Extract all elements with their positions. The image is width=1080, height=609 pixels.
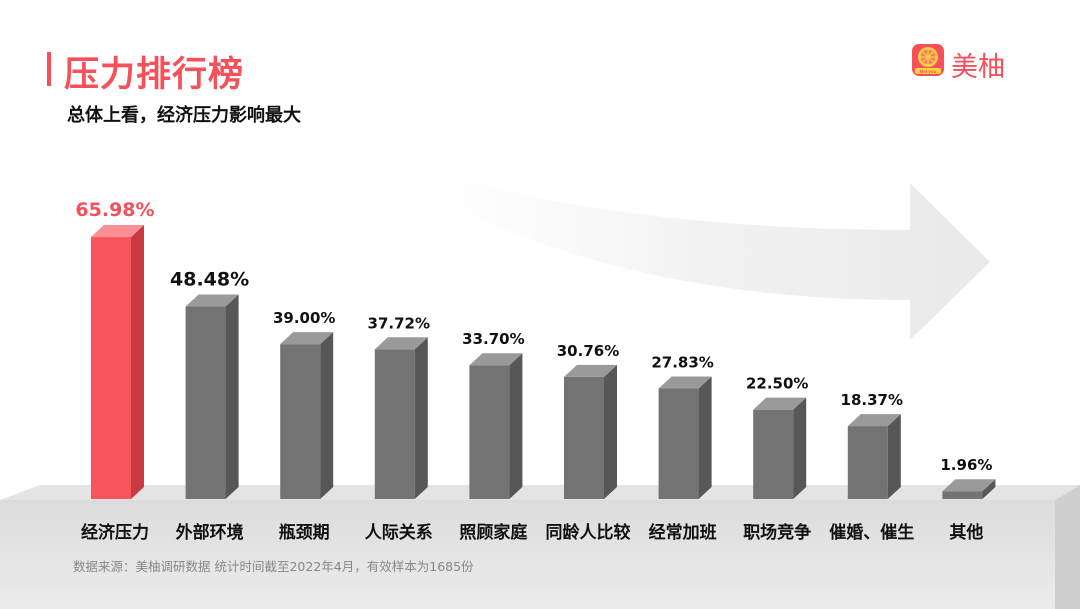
bar-group: 1.96% 其他 — [940, 456, 996, 543]
grapefruit-logo-icon: Mei you — [912, 44, 944, 76]
category-label: 其他 — [949, 522, 983, 543]
category-label: 催婚、催生 — [829, 522, 914, 543]
bar — [185, 306, 226, 499]
bar-value-label: 27.83% — [651, 354, 713, 372]
logo-badge-text: Mei you — [920, 69, 937, 74]
bar-value-label: 39.00% — [273, 309, 335, 327]
bar-side-face — [698, 376, 712, 499]
bar — [469, 365, 510, 499]
category-label: 经常加班 — [649, 522, 717, 543]
bar-top-face — [469, 353, 523, 366]
bar-top-face — [91, 225, 144, 238]
bar-side-face — [509, 353, 523, 499]
bar-group: 27.83% 经常加班 — [649, 354, 717, 543]
bar — [658, 388, 699, 499]
bar-side-face — [414, 337, 428, 499]
bar-top-face — [847, 414, 901, 427]
bar-value-label: 33.70% — [462, 330, 524, 348]
bar-side-face — [793, 397, 807, 499]
bar-group: 30.76% 同龄人比较 — [546, 342, 631, 543]
bar-value-label: 37.72% — [368, 314, 430, 332]
bar-group: 65.98% 经济压力 — [75, 199, 154, 543]
brand-name: 美柚 — [951, 52, 1005, 83]
page-title: 压力排行榜 — [64, 55, 245, 95]
bar — [847, 426, 888, 499]
page-subtitle: 总体上看，经济压力影响最大 — [67, 105, 301, 126]
bar — [564, 376, 604, 499]
data-source-note: 数据来源：美柚调研数据 统计时间截至2022年4月，有效样本为1685份 — [73, 559, 474, 574]
bar-group: 22.50% 职场竞争 — [743, 375, 811, 543]
category-label: 职场竞争 — [743, 522, 811, 543]
bar-top-face — [564, 364, 617, 377]
bar-group: 33.70% 照顾家庭 — [459, 330, 527, 543]
bar-group: 18.37% 催婚、催生 — [829, 391, 914, 543]
bar-top-face — [280, 332, 334, 345]
bar-value-label: 1.96% — [940, 456, 992, 474]
bar-top-face — [658, 376, 712, 389]
bar-value-label: 30.76% — [557, 342, 619, 360]
bar — [280, 344, 321, 499]
category-label: 同龄人比较 — [546, 522, 631, 543]
bar-value-label: 18.37% — [841, 391, 903, 409]
bar-value-label: 22.50% — [746, 375, 808, 393]
bar-top-face — [374, 337, 428, 350]
bar-side-face — [225, 294, 239, 499]
bar-side-face — [320, 332, 334, 499]
bars-layer: 65.98%经济压力48.48%外部环境39.00%瓶颈期37.72%人际关系3… — [75, 199, 996, 543]
floor-platform-top — [0, 485, 1080, 500]
bar — [753, 409, 794, 499]
title-accent-bar — [47, 52, 51, 86]
category-label: 外部环境 — [176, 522, 244, 543]
floor-platform-side — [1055, 485, 1080, 609]
bar-side-face — [604, 364, 617, 499]
category-label: 人际关系 — [365, 522, 433, 543]
bar-side-face — [131, 225, 144, 500]
bar — [91, 237, 131, 500]
bar-top-face — [185, 294, 239, 307]
category-label: 照顾家庭 — [459, 522, 527, 543]
bar — [374, 349, 415, 499]
bar-group: 39.00% 瓶颈期 — [273, 309, 335, 543]
category-label: 瓶颈期 — [279, 522, 330, 543]
bar-top-face — [753, 397, 807, 410]
floor-platform-front — [0, 500, 1055, 609]
bar-value-label: 65.98% — [75, 199, 154, 221]
category-label: 经济压力 — [81, 522, 149, 543]
bar-side-face — [887, 414, 901, 499]
bar — [942, 491, 983, 499]
bar-side-face — [982, 479, 996, 499]
bar-group: 37.72% 人际关系 — [365, 314, 433, 543]
decorative-trend-arrow — [345, 140, 990, 340]
bar-top-face — [942, 479, 996, 492]
bar-value-label: 48.48% — [170, 269, 249, 291]
bar-group: 48.48% 外部环境 — [170, 269, 249, 543]
